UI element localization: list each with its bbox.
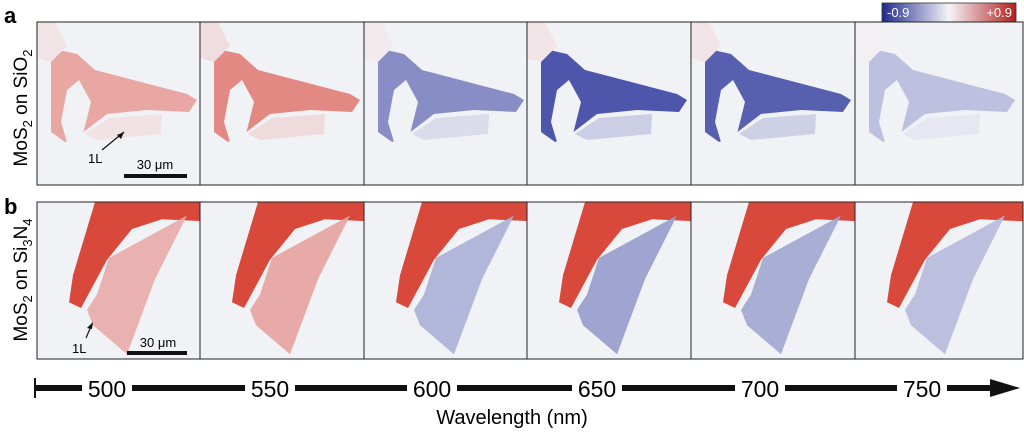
colorbar-min-label: -0.9 [887, 5, 909, 20]
axis-arrow-head [990, 379, 1020, 397]
axis-tick-bg [897, 375, 947, 401]
image-tile-a-4 [526, 21, 696, 186]
axis-tick-bg [407, 375, 457, 401]
axis-tick-550: 550 [251, 376, 289, 402]
axis-tick-700: 700 [741, 376, 779, 402]
colorbar-max-label: +0.9 [986, 5, 1012, 20]
image-tile-b-5 [690, 201, 860, 360]
image-tile-a-1 [36, 21, 206, 186]
axis-tick-bg [572, 375, 622, 401]
axis-tick-bg [82, 375, 132, 401]
panel-label-b: b [4, 194, 17, 219]
annotation-1L-b: 1L [72, 322, 93, 356]
image-tile-b-1 [36, 201, 206, 360]
axis-arrow-shaft [35, 385, 990, 391]
image-tile-a-5 [690, 21, 860, 186]
row-label-b: MoS2 on Si3N4 [11, 218, 35, 341]
panel-label-a: a [4, 3, 17, 28]
image-tile-b-6 [854, 201, 1024, 360]
axis-tick-bg [245, 375, 295, 401]
svg-text:1L: 1L [72, 341, 86, 356]
image-tile-a-2 [199, 21, 369, 186]
axis-tick-bg [735, 375, 785, 401]
image-tile-a-6 [854, 21, 1024, 186]
axis-title: Wavelength (nm) [436, 407, 588, 429]
image-row-sio2 [36, 21, 1024, 186]
image-row-si3n4 [36, 201, 1024, 360]
svg-text:30 μm: 30 μm [137, 157, 173, 172]
scale-bar-a: 30 μm [124, 157, 187, 178]
axis-tick-650: 650 [578, 376, 616, 402]
colorbar: -0.9 +0.9 [881, 2, 1017, 23]
wavelength-axis: 500 550 600 650 700 750 Wavelength (nm) [34, 375, 1020, 429]
svg-text:1L: 1L [88, 151, 102, 166]
image-tile-b-2 [199, 201, 369, 360]
image-tile-a-3 [363, 21, 533, 186]
axis-tick-600: 600 [413, 376, 451, 402]
scale-bar-b: 30 μm [127, 335, 187, 355]
annotation-1L-a: 1L [88, 131, 125, 166]
axis-tick-500: 500 [88, 376, 126, 402]
image-tile-b-3 [363, 201, 533, 360]
axis-tick-750: 750 [903, 376, 941, 402]
image-tile-b-4 [526, 201, 696, 360]
row-label-a: MoS2 on SiO2 [11, 50, 35, 167]
svg-text:30 μm: 30 μm [140, 335, 176, 350]
